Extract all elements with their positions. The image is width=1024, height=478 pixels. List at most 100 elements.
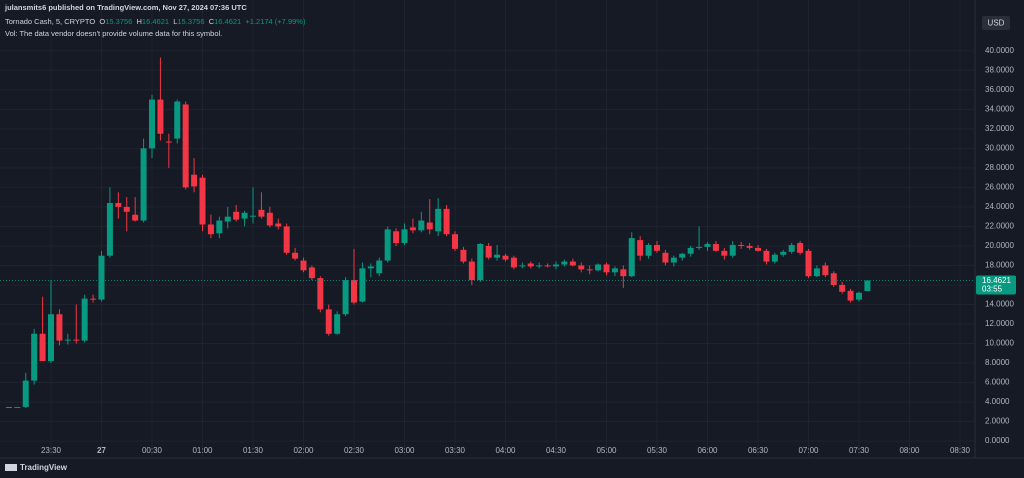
y-tick-label: 4.0000 [985,397,1010,406]
candle [191,158,198,193]
candle-body [81,298,88,341]
candle-body [292,252,299,259]
candle [712,241,719,252]
logo: TradingView [5,463,68,472]
candle-body [738,244,745,246]
candle [123,197,130,232]
y-tick-label: 2.0000 [985,417,1010,426]
x-tick-label: 07:30 [849,446,870,455]
candle [510,255,517,270]
candle-body [418,220,425,231]
x-tick-label: 07:00 [798,446,819,455]
candle-body [90,298,97,300]
candle-body [351,280,357,303]
candle [233,204,240,222]
candle [485,243,492,260]
candle [527,261,534,269]
candle-body [216,220,223,234]
candle [696,226,703,250]
candle-body [165,141,172,143]
candle [788,243,795,254]
candle-body [199,177,206,225]
candle-body [435,208,442,232]
candle [494,244,501,261]
candle [839,282,846,294]
x-tick-label: 04:30 [546,446,567,455]
candle-body [847,290,854,301]
candle-body [182,104,189,188]
y-tick-label: 26.0000 [985,183,1014,192]
x-tick-label: 01:00 [192,446,213,455]
candle [687,245,694,257]
candle-body [822,265,829,276]
candle-body [721,250,728,256]
candle-body [393,231,400,244]
candle-body [207,224,214,235]
candle [561,259,568,267]
candle [64,333,71,345]
candle [603,262,610,276]
candle-body [317,278,324,310]
candle [443,204,450,237]
candle-body [788,244,795,252]
y-tick-label: 20.0000 [985,241,1014,250]
ohlc-value: 15.3756 [177,17,205,26]
candle-body [662,252,669,263]
y-tick-label: 36.0000 [985,85,1014,94]
y-tick-label: 24.0000 [985,202,1014,211]
candle [174,99,181,144]
candle-body [805,250,812,277]
candle-body [628,238,635,277]
candle-body [5,406,12,408]
y-tick-label: 38.0000 [985,65,1014,74]
x-tick-label: 03:00 [394,446,415,455]
candle-body [409,227,416,231]
candle [452,231,458,251]
y-tick-label: 30.0000 [985,143,1014,152]
legend: Tornado Cash, 5, CRYPTO O15.3756 H16.462… [5,17,305,26]
candle [266,206,273,228]
candle-body [712,243,719,251]
ohlc-value: 15.3756 [105,17,133,26]
candle-body [468,261,475,281]
y-tick-label: 18.0000 [985,261,1014,270]
candle-body [485,245,492,258]
candle-body [696,246,703,248]
candle-body [645,244,652,256]
ohlc-label: H [136,17,142,26]
candle [90,294,97,303]
candle [435,198,442,237]
candle-body [174,101,181,139]
candle-body [39,333,46,362]
candle-body [687,247,694,254]
candle-body [308,267,315,279]
x-tick-label: 05:30 [647,446,668,455]
candle-body [755,247,761,251]
candle [477,243,484,283]
last-price-tag [976,275,1016,295]
candle-body [578,265,585,270]
candle [5,406,12,408]
candle [620,265,627,288]
candle [317,276,324,313]
candle-body [224,216,231,222]
candle-body [401,229,408,244]
candle [721,247,728,260]
y-tick-label: 10.0000 [985,339,1014,348]
candle-body [300,260,307,271]
candle [376,257,383,277]
candle [409,218,416,234]
candle-body [729,244,736,256]
candle [106,187,113,258]
currency-box[interactable] [982,16,1010,30]
candle [755,244,761,252]
candle-body [864,280,871,292]
candle [241,210,248,227]
candle [292,247,299,261]
candle [662,249,669,266]
x-tick-label: 05:00 [596,446,617,455]
candle [645,243,652,259]
ohlc-value: 16.4621 [141,17,170,26]
